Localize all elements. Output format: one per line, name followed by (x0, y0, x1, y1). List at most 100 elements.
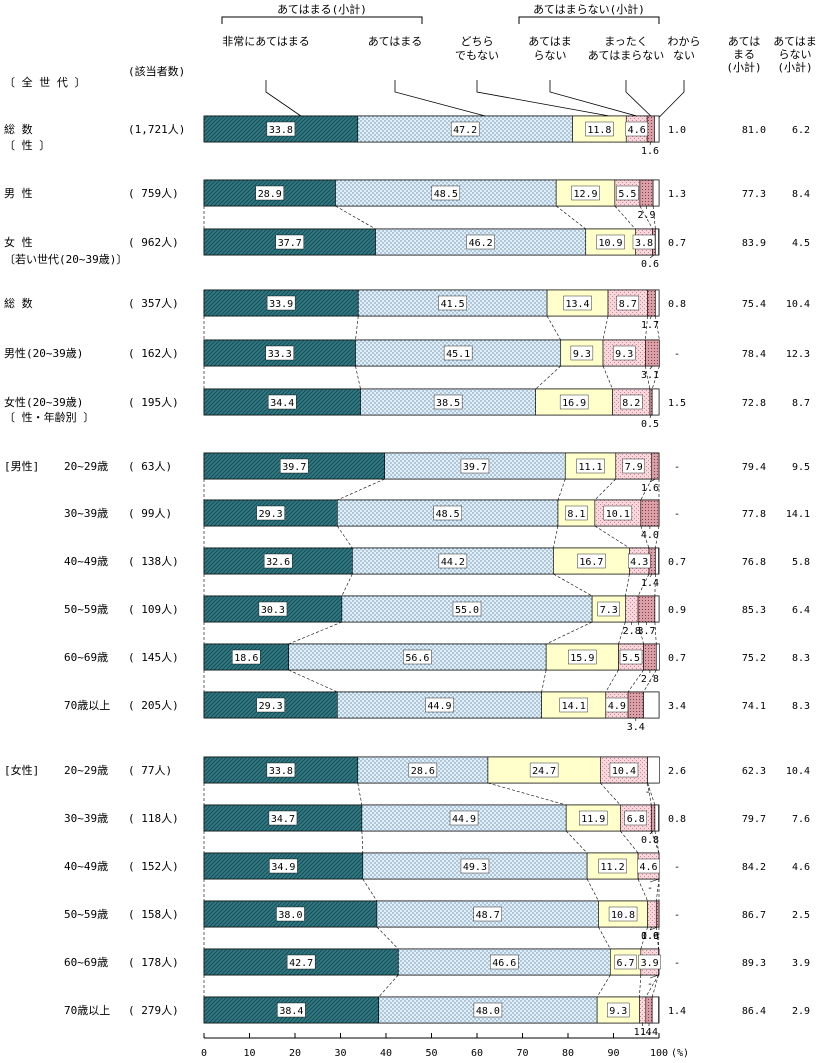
row-count: ( 195人) (128, 396, 179, 409)
subtotal-disagree-header-line: (小計) (777, 60, 812, 74)
segment-connector (640, 525, 650, 549)
segment-connector (337, 525, 353, 549)
row-subtotal-agree: 83.9 (742, 238, 766, 249)
value-label: 8.2 (622, 398, 640, 409)
value-label: 48.0 (476, 1006, 500, 1017)
value-label: 11.2 (601, 862, 625, 873)
value-label-bg (443, 345, 473, 361)
segment-connector (535, 365, 561, 390)
segment-connector (645, 315, 648, 341)
value-label-bg (450, 121, 480, 137)
x-axis-tick-label: 30 (334, 1048, 346, 1059)
row-subtotal-agree: 78.4 (742, 349, 766, 360)
row-subtotal-agree: 75.4 (742, 299, 766, 310)
row-count: ( 162人) (128, 347, 179, 360)
value-label: 37.7 (278, 238, 302, 249)
legend-label-line: 非常にあてはまる (222, 35, 310, 48)
value-label: 34.7 (271, 814, 295, 825)
row-label: 40~49歳 (64, 860, 108, 873)
row-count: ( 109人) (128, 603, 179, 616)
value-label: 39.7 (282, 462, 306, 473)
value-label-bg (632, 234, 656, 250)
value-label-bg (258, 601, 288, 617)
segment-connector (487, 782, 567, 806)
row-count: ( 145人) (128, 651, 179, 664)
legend-label-disagree: あてはまらない (528, 35, 572, 62)
row-count: ( 152人) (128, 860, 179, 873)
bar-segment-neutral (553, 547, 630, 575)
subtotal-agree-header-line: まる (733, 48, 755, 61)
subtotal-disagree-header: あてはまらない(小計) (773, 35, 817, 74)
value-label: 38.5 (436, 398, 460, 409)
value-label-small: 3.7 (637, 626, 655, 637)
value-label-dont-know: 0.9 (668, 605, 686, 616)
value-label-small: 1.7 (641, 320, 659, 331)
value-label-dont-know: - (674, 462, 680, 473)
row-label: 総 数 (4, 122, 33, 136)
value-label: 10.9 (598, 238, 622, 249)
segment-connector (598, 926, 611, 950)
value-label-bg (266, 121, 296, 137)
bar-segment-dont-know (651, 388, 660, 416)
row-label: 女 性 (4, 235, 33, 249)
value-label-bg (452, 601, 482, 617)
value-label: 11.1 (578, 462, 602, 473)
row-subtotal-disagree: 14.1 (786, 509, 810, 520)
bar-segment-strongly-disagree (647, 289, 656, 317)
legend-label-very-agree: 非常にあてはまる (222, 35, 310, 48)
bar-segment-disagree (639, 996, 647, 1024)
x-axis-tick-label: 70 (516, 1048, 528, 1059)
value-label: 45.1 (446, 349, 470, 360)
value-label-bg (570, 345, 594, 361)
row-subtotal-agree: 77.8 (742, 509, 766, 520)
segment-connector (640, 478, 652, 501)
value-label-small: 0.5 (641, 419, 659, 430)
value-label-small: 1.9 (641, 931, 659, 942)
row-subtotal-disagree: 10.4 (786, 766, 810, 777)
value-label-small: 1.6 (641, 483, 659, 494)
value-label-leader (649, 254, 655, 259)
value-label-dont-know: 3.4 (668, 701, 686, 712)
value-label: 9.3 (573, 349, 591, 360)
value-label-bg (596, 234, 625, 250)
group-label: [女性] (4, 763, 39, 777)
row-label: 30~39歳 (64, 507, 108, 520)
row-label: 40~49歳 (64, 555, 108, 568)
value-label: 10.4 (612, 766, 636, 777)
x-axis-tick-label: 90 (607, 1048, 619, 1059)
value-label-bg (598, 858, 627, 874)
row-subtotal-disagree: 5.8 (792, 557, 810, 568)
value-label: 7.9 (625, 462, 643, 473)
value-label-bg (576, 458, 605, 474)
segment-connector (602, 365, 613, 390)
value-label: 33.8 (269, 766, 293, 777)
subtotal-agree-header: あてはまる(小計) (726, 35, 761, 74)
row-subtotal-disagree: 10.4 (786, 299, 810, 310)
segment-connector (655, 525, 660, 549)
value-label-dont-know: 0.7 (668, 238, 686, 249)
value-label-bg (568, 649, 597, 665)
bar-segment-strongly-disagree (646, 115, 655, 143)
segment-connector (645, 365, 651, 390)
segment-connector (637, 573, 650, 597)
value-label-bg (232, 649, 261, 665)
value-label: 5.5 (618, 189, 636, 200)
row-subtotal-disagree: 3.9 (792, 958, 810, 969)
value-label: 28.9 (258, 189, 282, 200)
segment-connector (594, 478, 616, 501)
value-label-small: 2.8 (641, 674, 659, 685)
header-bracket-agree (221, 16, 423, 24)
value-label-bg (605, 697, 629, 713)
row-subtotal-agree: 81.0 (742, 125, 766, 136)
row-subtotal-disagree: 8.4 (792, 189, 810, 200)
header-bracket-disagree (518, 16, 660, 24)
value-label-bg (473, 906, 502, 922)
segment-connector (655, 878, 660, 902)
bar-segment-dont-know (647, 756, 660, 784)
value-label-bg (431, 185, 461, 201)
row-label: 60~69歳 (64, 956, 108, 969)
segment-connector (341, 573, 353, 597)
value-label-small: 2.8 (623, 626, 641, 637)
bar-segment-strongly-disagree (637, 595, 656, 623)
value-label: 4.9 (608, 701, 626, 712)
